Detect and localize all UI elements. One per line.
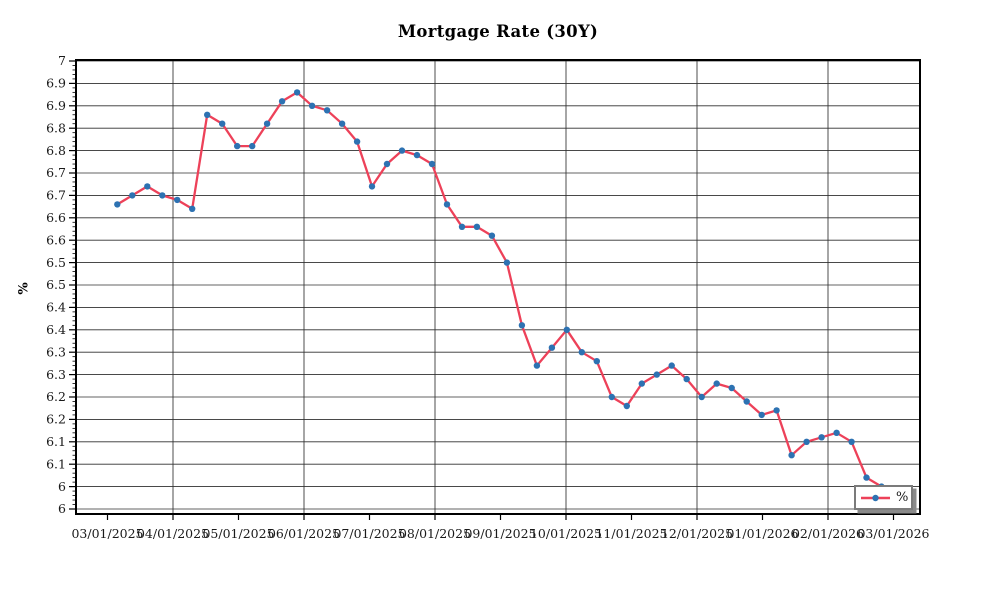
x-tick-label: 01/01/2026 — [726, 526, 798, 541]
data-point — [129, 192, 136, 199]
x-tick-label: 07/01/2025 — [333, 526, 405, 541]
x-tick-label: 02/01/2026 — [792, 526, 864, 541]
data-point — [728, 384, 735, 392]
data-point — [488, 232, 496, 239]
data-point — [368, 183, 376, 190]
data-point — [833, 429, 840, 436]
data-point — [338, 120, 346, 127]
data-point — [398, 147, 406, 154]
data-point — [144, 183, 151, 190]
y-tick-label: 6.9 — [46, 76, 66, 91]
data-point — [713, 380, 720, 387]
y-tick-label: 7 — [58, 53, 66, 68]
data-point — [234, 142, 241, 150]
data-point — [668, 362, 675, 369]
x-tick-label: 04/01/2025 — [137, 526, 209, 541]
y-tick-label: 6.7 — [46, 165, 66, 180]
data-point — [249, 142, 256, 150]
y-tick-label: 6.1 — [46, 434, 66, 449]
data-point — [758, 411, 765, 419]
data-point — [548, 344, 556, 351]
data-point — [174, 196, 181, 204]
data-point — [818, 434, 825, 441]
y-tick-label: 6.2 — [46, 389, 66, 404]
y-tick-label: 6.4 — [46, 322, 66, 337]
data-point — [308, 102, 316, 110]
data-point — [159, 192, 166, 199]
y-tick-label: 6.7 — [46, 188, 66, 203]
data-point — [278, 98, 286, 105]
y-tick-label: 6.3 — [46, 344, 66, 359]
y-tick-label: 6.4 — [46, 300, 66, 315]
data-point — [383, 160, 391, 168]
data-point — [773, 407, 780, 414]
rate-line — [116, 91, 883, 488]
data-point — [653, 371, 660, 378]
x-tick-label: 03/01/2025 — [71, 526, 143, 541]
data-point — [788, 452, 795, 459]
data-point — [443, 201, 451, 208]
data-point — [578, 349, 585, 356]
data-point — [743, 398, 750, 405]
data-point — [533, 362, 541, 369]
data-point — [683, 375, 690, 383]
y-tick-label: 6.6 — [46, 210, 66, 225]
y-tick-label: 6.2 — [46, 412, 66, 427]
legend-line-marker-icon — [861, 494, 890, 501]
x-tick-label: 11/01/2025 — [595, 526, 667, 541]
legend: % — [854, 485, 913, 510]
data-point — [803, 438, 810, 445]
data-point — [353, 138, 361, 145]
x-tick-label: 03/01/2026 — [857, 526, 929, 541]
x-tick-label: 06/01/2025 — [268, 526, 340, 541]
data-point — [293, 89, 301, 96]
y-tick-label: 6 — [58, 479, 66, 494]
x-tick-label: 12/01/2025 — [661, 526, 733, 541]
data-point — [323, 107, 331, 114]
data-point — [263, 120, 271, 127]
y-tick-label: 6 — [58, 501, 66, 516]
data-point — [623, 402, 630, 410]
y-tick-label: 6.8 — [46, 120, 66, 135]
x-tick-label: 10/01/2025 — [530, 526, 602, 541]
data-point — [204, 111, 211, 119]
y-tick-label: 6.1 — [46, 456, 66, 471]
data-point-markers — [114, 89, 885, 490]
axis-ticks — [69, 60, 895, 520]
data-point — [219, 120, 226, 127]
data-point — [503, 259, 511, 266]
data-point — [698, 393, 705, 401]
data-point — [428, 160, 436, 168]
data-point — [413, 151, 421, 159]
x-tick-label: 05/01/2025 — [202, 526, 274, 541]
data-point — [458, 223, 466, 230]
data-point — [563, 326, 570, 333]
data-point — [114, 201, 121, 208]
y-tick-label: 6.8 — [46, 143, 66, 158]
data-point — [638, 380, 645, 387]
data-point — [189, 205, 196, 212]
axis-tick-labels: 7 6.9 6.9 6.8 6.8 6.7 6.7 6.6 6.6 6.5 6.5 6.4 6.4 6.3… — [46, 53, 929, 541]
chart-title: Mortgage Rate (30Y) — [397, 22, 599, 41]
y-tick-label: 6.6 — [46, 232, 66, 247]
data-point — [848, 438, 855, 445]
y-tick-label: 6.5 — [46, 255, 66, 270]
data-point — [593, 358, 600, 365]
x-tick-label: 08/01/2025 — [399, 526, 471, 541]
legend-label: % — [896, 490, 909, 505]
y-tick-label: 6.9 — [46, 98, 66, 113]
data-point — [473, 223, 481, 230]
data-point — [863, 474, 870, 481]
data-point — [608, 393, 615, 401]
gridlines — [76, 60, 920, 514]
data-point — [518, 322, 526, 329]
plot-frame — [75, 59, 921, 515]
x-tick-label: 09/01/2025 — [464, 526, 536, 541]
y-tick-label: 6.5 — [46, 277, 66, 292]
y-tick-label: 6.3 — [46, 367, 66, 382]
